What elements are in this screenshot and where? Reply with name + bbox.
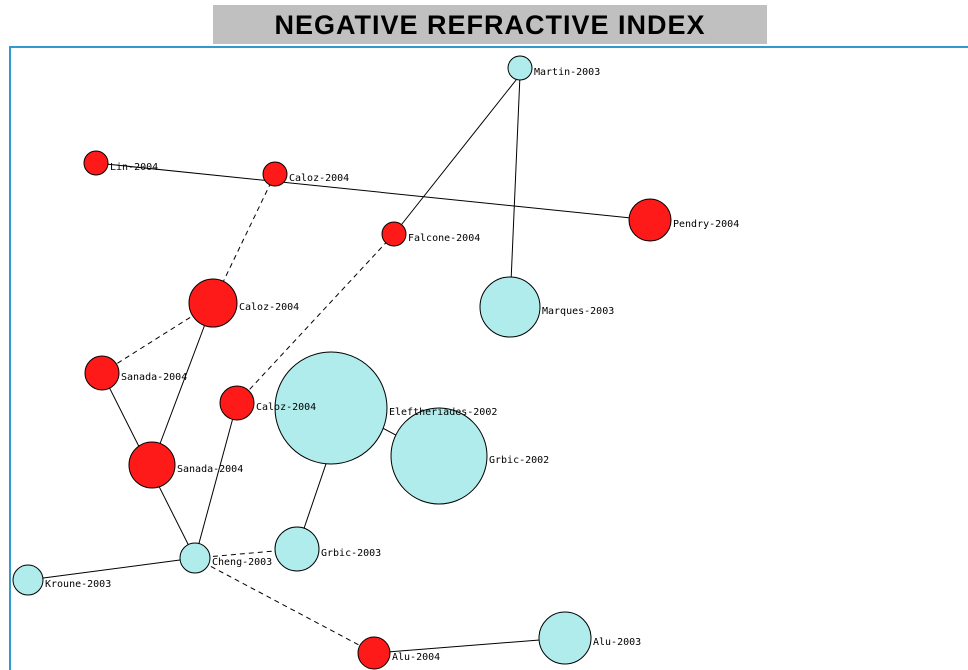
node	[381, 221, 407, 247]
node	[219, 385, 255, 421]
node	[274, 526, 320, 572]
node-label: Eleftheriades-2002	[389, 407, 497, 418]
node-label: Grbic-2003	[321, 548, 381, 559]
node-label: Cheng-2003	[212, 557, 272, 568]
node	[83, 150, 109, 176]
edge	[194, 402, 238, 559]
node-label: Caloz-2004	[239, 302, 299, 313]
nodes: Martin-2003 Lin-2004 Caloz-2004 Pendry-2004…	[12, 55, 739, 670]
node-label: Alu-2003	[593, 637, 641, 648]
node	[262, 161, 288, 187]
node	[479, 276, 541, 338]
node	[390, 407, 488, 505]
node	[84, 355, 120, 391]
edge	[373, 637, 566, 654]
node-label: Sanada-2004	[121, 372, 187, 383]
node-label: Falcone-2004	[408, 233, 480, 244]
node	[274, 351, 388, 465]
node-label: Kroune-2003	[45, 579, 111, 590]
edge	[27, 557, 196, 581]
node-label: Alu-2004	[392, 652, 440, 663]
dashed-edge	[194, 557, 375, 654]
node	[628, 198, 672, 242]
node	[507, 55, 533, 81]
node-label: Caloz-2004	[289, 173, 349, 184]
edge	[95, 162, 651, 221]
node-label: Grbic-2002	[489, 455, 549, 466]
node	[538, 611, 592, 665]
node-label: Martin-2003	[534, 67, 600, 78]
edge	[151, 302, 214, 466]
node-label: Sanada-2004	[177, 464, 243, 475]
node-label: Caloz-2004	[256, 402, 316, 413]
node	[188, 278, 238, 328]
node	[179, 542, 211, 574]
edge	[393, 74, 521, 235]
frame	[9, 46, 968, 670]
node-label: Pendry-2004	[673, 219, 739, 230]
node	[12, 564, 44, 596]
node	[357, 636, 391, 670]
edge	[509, 74, 521, 306]
node-label: Lin-2004	[110, 162, 158, 173]
node-label: Marques-2003	[542, 306, 614, 317]
dashed-edge	[236, 233, 395, 404]
title: NEGATIVE REFRACTIVE INDEX	[213, 5, 767, 44]
node	[128, 441, 176, 489]
